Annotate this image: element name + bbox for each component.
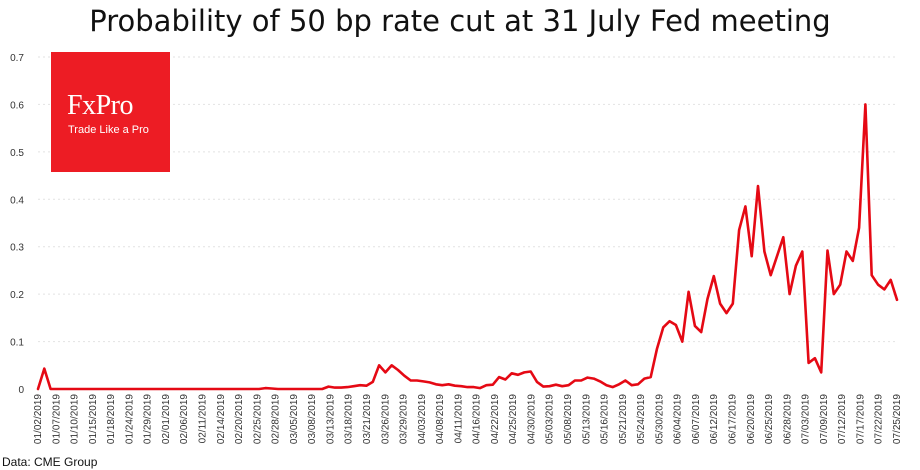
x-tick-label: 05/24/2019 — [636, 394, 647, 444]
x-tick-label: 07/09/2019 — [819, 394, 830, 444]
y-tick-label: 0.1 — [10, 338, 24, 349]
x-tick-label: 06/28/2019 — [782, 394, 793, 444]
x-tick-label: 06/07/2019 — [691, 394, 702, 444]
x-tick-label: 02/14/2019 — [216, 394, 227, 444]
x-tick-label: 07/25/2019 — [892, 394, 903, 444]
x-tick-label: 06/12/2019 — [709, 394, 720, 444]
x-tick-label: 07/12/2019 — [837, 394, 848, 444]
y-axis-ticks: 0 0.1 0.2 0.3 0.4 0.5 0.6 0.7 — [10, 53, 24, 396]
x-tick-label: 05/08/2019 — [563, 394, 574, 444]
x-tick-label: 07/22/2019 — [874, 394, 885, 444]
logo-name: FxPro — [67, 90, 133, 121]
chart-title: Probability of 50 bp rate cut at 31 July… — [89, 4, 831, 38]
x-tick-label: 02/01/2019 — [161, 394, 172, 444]
x-tick-label: 03/21/2019 — [362, 394, 373, 444]
x-tick-label: 03/08/2019 — [307, 394, 318, 444]
x-tick-label: 06/04/2019 — [673, 394, 684, 444]
x-tick-label: 02/28/2019 — [271, 394, 282, 444]
x-tick-label: 01/24/2019 — [124, 394, 135, 444]
x-tick-label: 07/03/2019 — [801, 394, 812, 444]
x-tick-label: 04/25/2019 — [508, 394, 519, 444]
fxpro-logo: FxPro Trade Like a Pro — [51, 52, 170, 172]
x-tick-label: 02/06/2019 — [179, 394, 190, 444]
x-tick-label: 01/02/2019 — [33, 394, 44, 444]
x-tick-label: 04/03/2019 — [417, 394, 428, 444]
x-tick-label: 01/18/2019 — [106, 394, 117, 444]
data-source-note: Data: CME Group — [2, 455, 98, 469]
x-tick-label: 01/15/2019 — [88, 394, 99, 444]
x-axis-ticks: 01/02/2019 01/07/2019 01/10/2019 01/15/2019… — [33, 394, 903, 444]
y-tick-label: 0.7 — [10, 53, 24, 64]
logo-tagline: Trade Like a Pro — [68, 124, 149, 136]
x-tick-label: 02/11/2019 — [197, 394, 208, 444]
y-tick-label: 0.4 — [10, 195, 24, 206]
series-layer — [36, 103, 899, 391]
x-tick-label: 05/03/2019 — [545, 394, 556, 444]
x-tick-label: 01/10/2019 — [70, 394, 81, 444]
x-tick-label: 03/05/2019 — [289, 394, 300, 444]
x-tick-label: 05/30/2019 — [654, 394, 665, 444]
x-tick-label: 05/13/2019 — [581, 394, 592, 444]
x-tick-label: 01/07/2019 — [51, 394, 62, 444]
x-tick-label: 03/26/2019 — [380, 394, 391, 444]
x-tick-label: 03/13/2019 — [325, 394, 336, 444]
x-tick-label: 05/21/2019 — [618, 394, 629, 444]
x-tick-label: 04/30/2019 — [526, 394, 537, 444]
x-tick-label: 06/17/2019 — [728, 394, 739, 444]
x-tick-label: 05/16/2019 — [600, 394, 611, 444]
x-tick-label: 03/18/2019 — [344, 394, 355, 444]
y-tick-label: 0.3 — [10, 243, 24, 254]
x-tick-label: 06/20/2019 — [746, 394, 757, 444]
x-tick-label: 04/22/2019 — [490, 394, 501, 444]
y-tick-label: 0.5 — [10, 148, 24, 159]
y-tick-label: 0 — [18, 385, 24, 396]
x-tick-label: 04/08/2019 — [435, 394, 446, 444]
y-tick-label: 0.2 — [10, 290, 24, 301]
x-tick-label: 04/11/2019 — [453, 394, 464, 444]
x-tick-label: 02/20/2019 — [234, 394, 245, 444]
x-tick-label: 02/25/2019 — [252, 394, 263, 444]
x-tick-label: 01/29/2019 — [143, 394, 154, 444]
x-tick-label: 06/25/2019 — [764, 394, 775, 444]
x-tick-label: 03/29/2019 — [399, 394, 410, 444]
x-tick-label: 07/17/2019 — [855, 394, 866, 444]
x-tick-label: 04/16/2019 — [472, 394, 483, 444]
y-tick-label: 0.6 — [10, 100, 24, 111]
series-line-0 — [36, 103, 899, 391]
